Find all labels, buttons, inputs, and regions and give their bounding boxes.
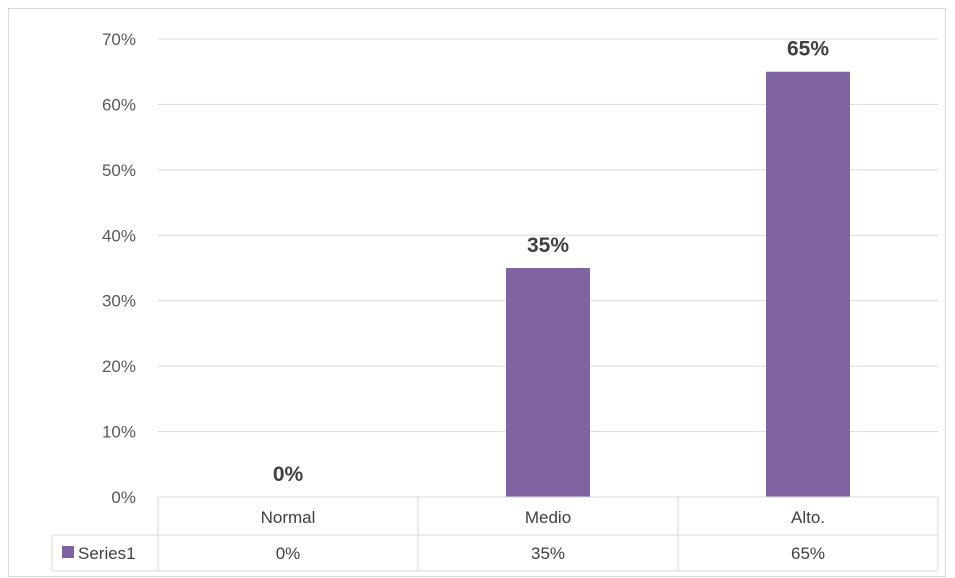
legend-swatch [62, 546, 74, 558]
data-label: 65% [787, 38, 829, 61]
y-tick-label: 20% [102, 357, 136, 376]
data-label: 0% [273, 463, 304, 486]
bar [766, 71, 850, 497]
category-label: Medio [525, 508, 571, 527]
y-tick-label: 40% [102, 226, 136, 245]
y-tick-label: 50% [102, 161, 136, 180]
category-label: Alto. [791, 508, 825, 527]
category-label: Normal [261, 508, 316, 527]
y-tick-label: 70% [102, 30, 136, 49]
y-tick-label: 10% [102, 423, 136, 442]
y-tick-label: 0% [111, 488, 136, 507]
legend-series-name: Series1 [78, 544, 136, 563]
table-value-cell: 0% [276, 544, 301, 563]
bar [506, 268, 590, 497]
data-label: 35% [527, 234, 569, 257]
table-value-cell: 35% [531, 544, 565, 563]
y-tick-label: 60% [102, 95, 136, 114]
table-value-cell: 65% [791, 544, 825, 563]
y-tick-label: 30% [102, 292, 136, 311]
